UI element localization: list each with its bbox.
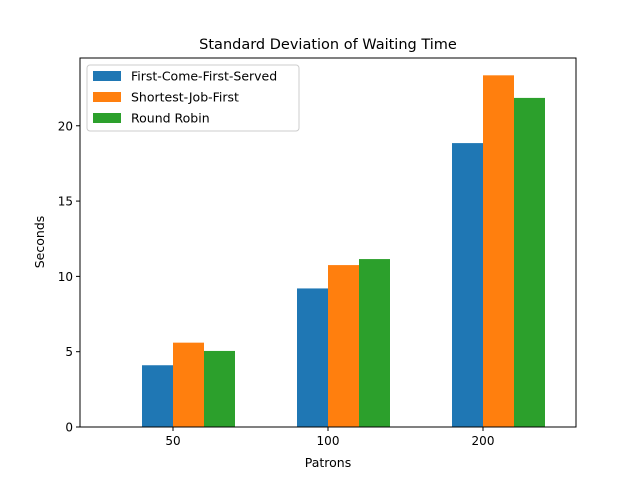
x-axis: 50 100 200 (165, 427, 494, 448)
y-axis: 0 5 10 15 20 (58, 119, 80, 435)
y-tick-label: 5 (65, 345, 73, 359)
x-tick-label: 50 (165, 434, 180, 448)
bar-1-100 (297, 288, 328, 427)
bars-group (142, 75, 545, 428)
legend-frame (86, 64, 300, 132)
legend-label-2: Shortest-Job-First (131, 90, 239, 105)
bar-1-200 (452, 143, 483, 427)
legend-label-1: First-Come-First-Served (131, 69, 277, 84)
bar-3-200 (514, 97, 545, 428)
y-axis-label: Seconds (32, 216, 47, 269)
y-tick-label: 0 (65, 421, 73, 435)
bar-2-200 (483, 75, 514, 428)
bar-2-100 (328, 265, 359, 427)
bar-1-50 (142, 365, 173, 427)
y-tick-label: 15 (58, 195, 73, 209)
legend: First-Come-First-Served Shortest-Job-Firs… (86, 64, 300, 132)
bar-3-100 (359, 259, 390, 427)
y-tick-label: 20 (58, 119, 73, 133)
legend-swatch-1 (93, 71, 121, 81)
legend-swatch-2 (93, 92, 121, 102)
x-axis-label: Patrons (305, 455, 351, 470)
y-tick-label: 10 (58, 270, 73, 284)
x-tick-label: 200 (472, 434, 495, 448)
x-tick-label: 100 (317, 434, 340, 448)
bar-3-50 (204, 350, 235, 427)
legend-swatch-3 (93, 113, 121, 123)
bar-2-50 (173, 342, 204, 427)
chart-title: Standard Deviation of Waiting Time (199, 37, 457, 53)
legend-label-3: Round Robin (131, 111, 210, 126)
